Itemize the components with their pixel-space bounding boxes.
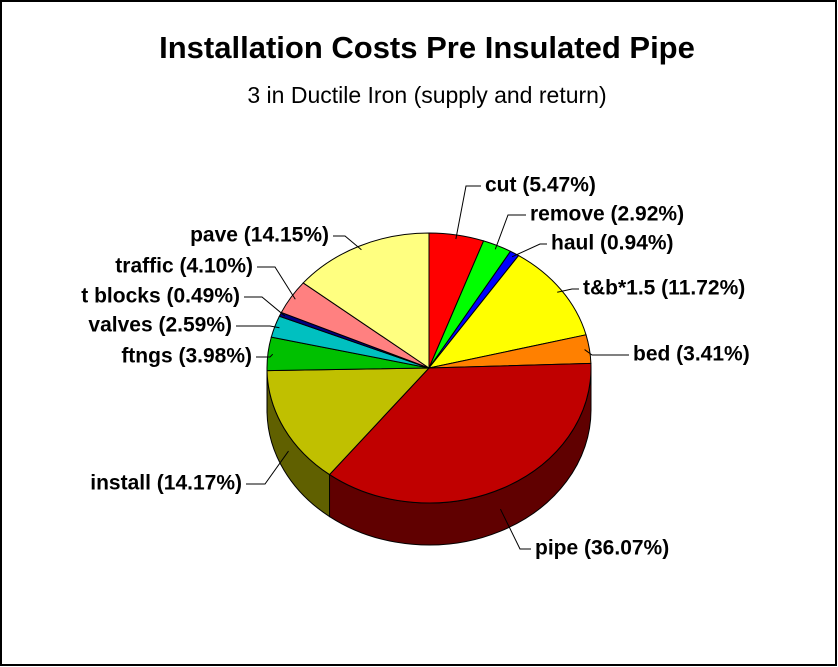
data-label: t&b*1.5 (11.72%): [583, 277, 745, 300]
data-label: traffic (4.10%): [115, 255, 253, 278]
data-label: bed (3.41%): [633, 343, 750, 366]
leader-line: [511, 243, 547, 258]
pie-slice: [328, 362, 592, 504]
chart-subtitle: 3 in Ductile Iron (supply and return): [247, 82, 606, 108]
data-label: valves (2.59%): [88, 314, 232, 337]
data-label: t blocks (0.49%): [81, 285, 240, 308]
pie-slice: [266, 367, 431, 476]
pie-slice: [302, 232, 430, 369]
leader-line: [246, 450, 289, 485]
pie-tops: [266, 232, 592, 504]
leader-line: [494, 214, 526, 250]
data-label: install (14.17%): [90, 472, 242, 495]
leader-line: [257, 266, 296, 300]
data-label: pipe (36.07%): [535, 537, 669, 560]
leader-line: [236, 325, 280, 329]
data-label: remove (2.92%): [530, 203, 684, 226]
data-label: ftngs (3.98%): [121, 345, 252, 368]
leader-line: [557, 288, 579, 293]
leader-line: [256, 353, 274, 358]
pie-slice: [427, 254, 587, 369]
leader-line: [584, 349, 629, 356]
leader-line: [499, 508, 531, 550]
data-label: pave (14.15%): [190, 224, 329, 247]
chart-title: Installation Costs Pre Insulated Pipe: [159, 30, 695, 65]
data-label: haul (0.94%): [551, 232, 674, 255]
leader-line: [333, 235, 362, 251]
leader-line: [455, 185, 481, 240]
data-label: cut (5.47%): [485, 174, 596, 197]
leader-line: [244, 296, 286, 317]
